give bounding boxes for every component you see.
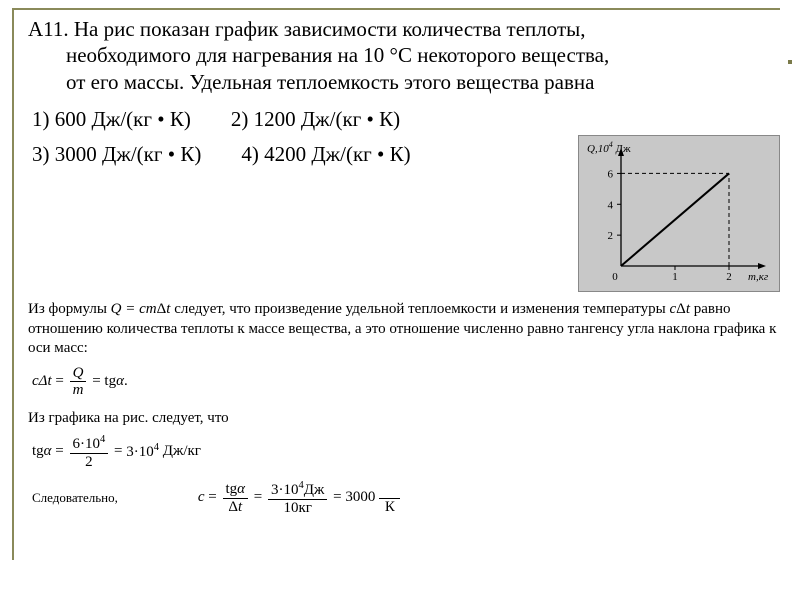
problem-line1: На рис показан график зависимости количе…	[74, 17, 586, 41]
eq3-f1d: Δt	[223, 499, 249, 516]
eq2-val: 3·104	[126, 441, 159, 463]
eq3-unit-frac: К	[379, 481, 400, 515]
option-row-1: 1) 600 Дж/(кг • К) 2) 1200 Дж/(кг • К)	[32, 107, 532, 132]
eq3-frac2: 3·104Дж 10кг	[268, 480, 327, 516]
eq1-den: m	[70, 382, 87, 399]
svg-text:6: 6	[608, 168, 614, 180]
solution-para1: Из формулы Q = cmΔt следует, что произве…	[28, 300, 780, 359]
svg-text:m,кг: m,кг	[748, 271, 769, 283]
eq2-den: 2	[70, 454, 109, 471]
eq3-f1n: tgα	[223, 481, 249, 499]
eq1-rhs: tgα.	[104, 372, 127, 392]
eq1-lhs: cΔt	[32, 372, 52, 392]
svg-text:1: 1	[672, 271, 678, 283]
equation-1: cΔt = Q m = tgα.	[32, 365, 780, 399]
problem-label: А11.	[28, 17, 69, 41]
eq3-lhs: c	[198, 488, 205, 508]
eq3-unit-den: К	[379, 499, 400, 516]
decorator-top-line	[12, 8, 780, 10]
equation-2: tgα = 6·104 2 = 3·104 Дж/кг	[32, 434, 780, 470]
eq3-f2d: 10кг	[268, 500, 327, 517]
answer-options: 1) 600 Дж/(кг • К) 2) 1200 Дж/(кг • К) 3…	[28, 107, 532, 167]
eq2-frac: 6·104 2	[70, 434, 109, 470]
problem-line3: от его массы. Удельная теплоемкость этог…	[28, 69, 784, 95]
eq1-frac: Q m	[70, 365, 87, 399]
equation-3: c = tgα Δt = 3·104Дж 10кг = 3000 К	[198, 480, 402, 516]
svg-text:2: 2	[608, 230, 614, 242]
eq2-lhs: tgα	[32, 442, 52, 462]
eq3-f2n: 3·104Дж	[268, 480, 327, 500]
svg-text:0: 0	[612, 271, 618, 283]
svg-text:2: 2	[726, 271, 732, 283]
problem-line2: необходимого для нагревания на 10 °С нек…	[28, 42, 784, 68]
chart-svg: 2 4 6 0 1 2 Q,104 Дж m,кг	[579, 136, 779, 291]
decorator-left-line	[12, 8, 14, 560]
option-2: 2) 1200 Дж/(кг • К)	[231, 107, 400, 132]
eq3-frac1: tgα Δt	[223, 481, 249, 515]
chart-figure: 2 4 6 0 1 2 Q,104 Дж m,кг	[578, 135, 780, 292]
option-row-2: 3) 3000 Дж/(кг • К) 4) 4200 Дж/(кг • К)	[32, 142, 532, 167]
equation-3-line: Следовательно, c = tgα Δt = 3·104Дж 10кг…	[32, 480, 780, 516]
problem-statement: А11. На рис показан график зависимости к…	[28, 16, 784, 95]
svg-text:4: 4	[608, 199, 614, 211]
eq1-num: Q	[70, 365, 87, 383]
option-4: 4) 4200 Дж/(кг • К)	[241, 142, 410, 167]
solution-para3: Следовательно,	[32, 490, 118, 507]
option-3: 3) 3000 Дж/(кг • К)	[32, 142, 201, 167]
svg-text:Q,104 Дж: Q,104 Дж	[587, 140, 631, 155]
decorator-dot	[788, 60, 792, 64]
solution-block: Из формулы Q = cmΔt следует, что произве…	[28, 300, 780, 526]
eq2-num: 6·104	[70, 434, 109, 454]
eq2-unit: Дж/кг	[159, 442, 201, 462]
solution-para2: Из графика на рис. следует, что	[28, 409, 780, 429]
option-1: 1) 600 Дж/(кг • К)	[32, 107, 191, 132]
eq3-val: 3000	[345, 488, 375, 508]
